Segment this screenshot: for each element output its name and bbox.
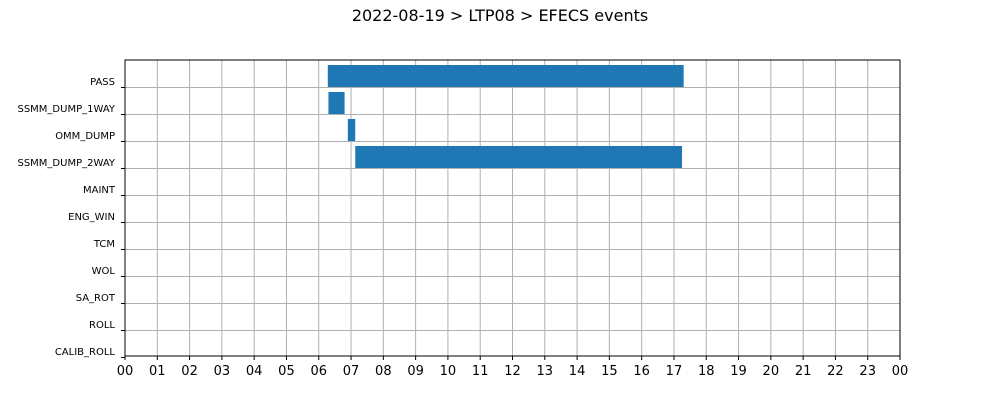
y-tick-label: MAINT xyxy=(83,185,116,196)
y-tick-label: OMM_DUMP xyxy=(55,131,115,142)
x-tick-label: 20 xyxy=(763,364,780,379)
event-bar xyxy=(327,65,684,87)
bars xyxy=(327,65,684,168)
x-tick-label: 13 xyxy=(537,364,554,379)
x-tick-label: 08 xyxy=(375,364,392,379)
x-tick-label: 14 xyxy=(569,364,586,379)
y-tick-label: SSMM_DUMP_2WAY xyxy=(17,158,115,169)
chart-title: 2022-08-19 > LTP08 > EFECS events xyxy=(351,6,649,25)
x-tick-label: 11 xyxy=(472,364,489,379)
y-tick-label: WOL xyxy=(92,266,116,277)
x-tick-label: 17 xyxy=(666,364,683,379)
y-tick-label: SA_ROT xyxy=(76,293,116,304)
x-tick-label: 16 xyxy=(633,364,650,379)
y-tick-label: TCM xyxy=(93,239,115,250)
x-tick-label: 22 xyxy=(827,364,844,379)
x-tick-label: 23 xyxy=(859,364,876,379)
grid xyxy=(124,60,901,356)
event-bar xyxy=(328,92,345,114)
x-tick-label: 09 xyxy=(407,364,424,379)
x-tick-label: 00 xyxy=(892,364,909,379)
y-tick-label: CALIB_ROLL xyxy=(55,347,116,358)
x-tick-label: 01 xyxy=(149,364,166,379)
event-bar xyxy=(355,146,683,168)
x-tick-label: 02 xyxy=(181,364,198,379)
x-tick-label: 05 xyxy=(278,364,295,379)
x-tick-label: 03 xyxy=(214,364,231,379)
x-tick-label: 12 xyxy=(504,364,521,379)
x-tick-label: 06 xyxy=(310,364,327,379)
y-tick-label: SSMM_DUMP_1WAY xyxy=(17,104,115,115)
ticks: 00 01 02 03 04 05 06 07 08 09 10 11 12 13 14 15 16 17 18 19… xyxy=(17,77,908,379)
x-tick-label: 00 xyxy=(117,364,134,379)
x-tick-label: 10 xyxy=(440,364,457,379)
event-bar xyxy=(347,119,356,141)
x-tick-label: 04 xyxy=(246,364,263,379)
x-tick-label: 19 xyxy=(730,364,747,379)
x-tick-label: 21 xyxy=(795,364,812,379)
y-tick-label: ENG_WIN xyxy=(68,212,115,223)
x-tick-label: 18 xyxy=(698,364,715,379)
x-tick-label: 07 xyxy=(343,364,360,379)
x-tick-label: 15 xyxy=(601,364,618,379)
y-tick-label: PASS xyxy=(90,77,115,88)
y-tick-label: ROLL xyxy=(89,320,115,331)
